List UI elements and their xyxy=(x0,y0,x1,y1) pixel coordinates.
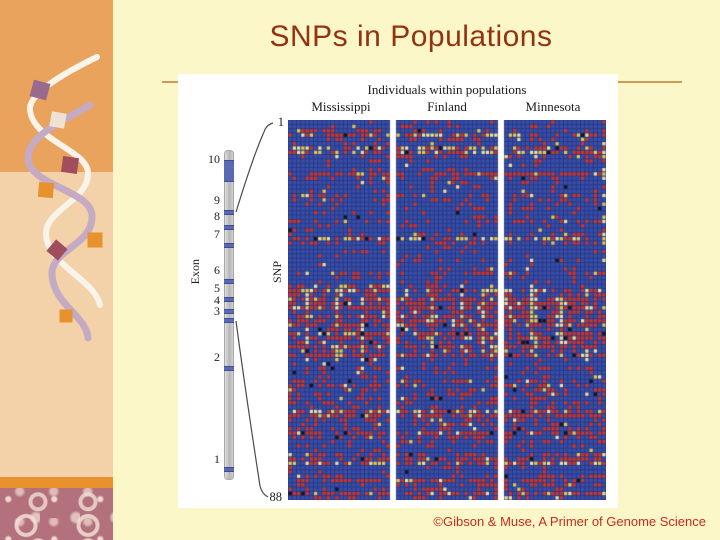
population-label-minnesota: Minnesota xyxy=(525,99,581,114)
exon-band-2 xyxy=(224,366,234,371)
exon-tick-8: 8 xyxy=(214,209,220,223)
snp-row-label-bottom: 88 xyxy=(269,490,283,504)
sidebar-paisley-pattern xyxy=(0,488,113,540)
source-caption: ©Gibson & Muse, A Primer of Genome Scien… xyxy=(433,514,706,529)
figure-panel: Individuals within populations Mississip… xyxy=(178,74,618,508)
exon-tick-1: 1 xyxy=(214,452,220,466)
chromosome-ideogram xyxy=(224,150,234,480)
exon-band-6 xyxy=(224,279,234,284)
exon-band-1 xyxy=(224,467,234,472)
exon-tick-5: 5 xyxy=(214,281,220,295)
exon-tick-10: 10 xyxy=(208,152,220,166)
exon-tick-4: 4 xyxy=(214,293,220,307)
connector-lines xyxy=(235,122,274,498)
figure-header: Individuals within populations xyxy=(367,82,527,97)
exon-band-10 xyxy=(224,160,234,182)
snp-row-label-top: 1 xyxy=(277,115,284,129)
exon-tick-7: 7 xyxy=(214,227,220,241)
exon-band-3 xyxy=(224,318,234,323)
exon-band-7 xyxy=(224,243,234,248)
exon-band-4 xyxy=(224,309,234,314)
population-label-finland: Finland xyxy=(427,99,467,114)
sidebar-orange-strip xyxy=(0,477,113,488)
exon-band-9 xyxy=(224,210,234,215)
population-label-mississippi: Mississippi xyxy=(311,99,371,114)
exon-tick-3: 3 xyxy=(214,304,220,318)
slide-title: SNPs in Populations xyxy=(269,20,553,53)
population-labels: Mississippi Finland Minnesota xyxy=(288,99,606,115)
exon-band-8 xyxy=(224,225,234,230)
dna-marker-squares xyxy=(29,79,103,323)
snp-heatmap xyxy=(288,120,606,500)
exon-tick-6: 6 xyxy=(214,263,220,277)
exon-tick-9: 9 xyxy=(214,193,220,207)
dna-helix-icon xyxy=(24,54,103,342)
exon-band-5 xyxy=(224,297,234,302)
exon-tick-2: 2 xyxy=(214,350,220,364)
